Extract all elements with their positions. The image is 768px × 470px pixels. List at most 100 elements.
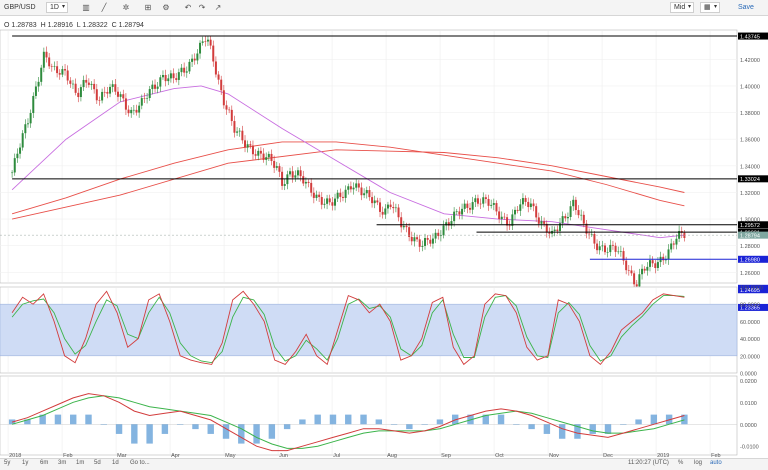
candle-body <box>548 232 551 234</box>
macd-histogram-bar <box>253 424 260 444</box>
layout-select[interactable]: ▦ ▾ <box>700 2 720 13</box>
candle-body <box>304 181 307 184</box>
range-button-6m[interactable]: 6m <box>40 460 49 466</box>
candle-body <box>53 66 56 67</box>
candle-body <box>164 74 167 82</box>
candle-body <box>334 198 337 206</box>
macd-histogram-bar <box>24 419 31 425</box>
macd-histogram-bar <box>299 419 306 425</box>
macd-histogram-bar <box>268 424 276 439</box>
interval-select[interactable]: 1D ▾ <box>46 2 68 13</box>
undo-icon[interactable]: ↶ <box>184 3 192 12</box>
redo-icon[interactable]: ↷ <box>198 3 206 12</box>
y-tick-label: 1.40000 <box>740 84 760 90</box>
candle-body <box>294 175 297 178</box>
candle-body <box>132 109 135 111</box>
indicator-icon[interactable]: ⊞ <box>144 3 152 12</box>
candle-body <box>101 91 104 101</box>
candle-body <box>394 207 397 209</box>
range-button-goto[interactable]: Go to... <box>130 460 150 466</box>
candle-body <box>635 284 638 287</box>
range-button-5d[interactable]: 5d <box>94 460 101 466</box>
range-button-3m[interactable]: 3m <box>58 460 67 466</box>
candle-body <box>603 245 606 253</box>
candle-body <box>371 197 374 204</box>
candle-body <box>654 263 657 268</box>
candle-body <box>648 260 651 267</box>
range-button-1y[interactable]: 1y <box>22 460 29 466</box>
macd-histogram-bar <box>390 424 398 425</box>
candle-body <box>122 94 125 99</box>
price-pane: 1.42000 1.40000 1.38000 1.36000 1.34000 1.320… <box>0 29 768 312</box>
candle-body <box>21 133 24 148</box>
share-icon[interactable]: ↗ <box>214 3 222 12</box>
range-button-1d[interactable]: 1d <box>112 460 119 466</box>
candle-body <box>127 109 130 114</box>
price-type-select[interactable]: Mid ▾ <box>670 2 694 13</box>
y-tick-label: 1.30000 <box>740 218 760 224</box>
candle-body <box>233 121 236 133</box>
candle-body <box>310 182 313 193</box>
candle-body <box>466 203 469 208</box>
y-tick-label: 1.42000 <box>740 58 760 64</box>
macd-histogram-bar <box>131 424 138 444</box>
candle-body <box>238 130 241 132</box>
clock-time: 11:20:27 (UTC) <box>628 460 669 466</box>
x-tick-label: Dec <box>603 453 613 458</box>
stochastic-pane: 100.0000 80.0000 60.0000 40.0000 20.0000 0.00… <box>0 286 763 378</box>
macd-histogram-bar <box>635 419 642 425</box>
candle-body <box>495 203 498 212</box>
y-tick-label: 1.38000 <box>740 111 760 117</box>
save-button[interactable]: Save <box>738 4 754 11</box>
ma-fast-line <box>11 85 685 239</box>
candle-body <box>90 83 93 85</box>
candle-body <box>116 91 119 97</box>
candle-body <box>244 140 247 148</box>
candle-body <box>323 203 326 205</box>
x-tick-label: Aug <box>387 453 397 458</box>
candle-body <box>514 209 517 215</box>
symbol-label[interactable]: GBP/USD <box>4 4 36 11</box>
candle-body <box>492 203 495 205</box>
candle-body <box>664 259 667 261</box>
macd-histogram-bar <box>161 424 169 434</box>
candle-body <box>344 189 347 198</box>
scale-option-auto[interactable]: auto <box>710 460 722 466</box>
candle-body <box>585 223 588 234</box>
candle-body <box>257 150 260 156</box>
candle-body <box>580 214 583 216</box>
candle-body <box>521 198 524 205</box>
candle-body <box>172 73 175 79</box>
candle-body <box>69 80 72 84</box>
candle-body <box>273 160 276 168</box>
candle-body <box>326 198 329 204</box>
candle-body <box>363 193 366 196</box>
candle-body <box>553 229 556 231</box>
settings-icon[interactable]: ⚙ <box>162 3 170 12</box>
chevron-down-icon: ▾ <box>61 4 65 10</box>
candle-body <box>64 69 67 71</box>
candle-body <box>379 202 382 212</box>
chart-canvas[interactable]: 1.42000 1.40000 1.38000 1.36000 1.34000 1.320… <box>0 15 768 458</box>
range-button-1m[interactable]: 1m <box>76 460 85 466</box>
candle-body <box>413 237 416 242</box>
bar-style-icon[interactable]: ▥ <box>82 3 90 12</box>
candle-body <box>622 251 625 261</box>
candle-body <box>588 233 591 235</box>
candle-body <box>87 82 90 85</box>
macd-histogram-bar <box>681 414 688 425</box>
pane-frame <box>0 375 738 456</box>
macd-histogram-bar <box>146 424 153 444</box>
candle-body <box>386 204 389 209</box>
candle-body <box>146 98 149 99</box>
macd-histogram-bar <box>70 414 77 425</box>
candle-body <box>302 176 305 184</box>
macd-histogram-bar <box>375 419 383 425</box>
gear-icon[interactable]: ✲ <box>122 3 130 12</box>
line-icon[interactable]: ╱ <box>101 3 107 12</box>
range-button-5y[interactable]: 5y <box>4 460 11 466</box>
scale-option-log[interactable]: log <box>694 460 703 466</box>
scale-option-[interactable]: % <box>678 460 684 466</box>
x-tick-label: Nov <box>549 453 559 458</box>
candle-body <box>183 67 186 73</box>
